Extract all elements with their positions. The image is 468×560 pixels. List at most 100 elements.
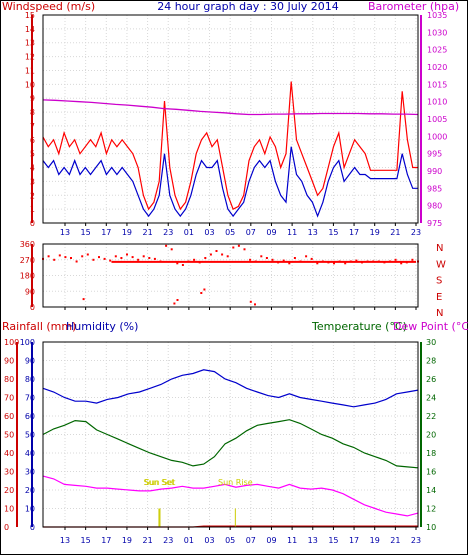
x-tick-label: 23 [163, 228, 173, 237]
direction-tick-label: 90 [25, 287, 35, 296]
direction-point [176, 262, 179, 265]
temperature-tick-label: 10 [426, 523, 436, 532]
direction-tick-label: 180 [20, 272, 35, 281]
wind-tick-label: 1 [30, 205, 35, 214]
direction-point [82, 298, 85, 301]
barometer-tick-label: 975 [427, 219, 442, 228]
x-tick-label: 19 [122, 228, 132, 237]
direction-point [170, 248, 173, 251]
direction-point [137, 258, 140, 261]
direction-point [53, 258, 56, 261]
x-tick-label: 21 [390, 228, 400, 237]
rainfall-tick-label: 20 [4, 486, 14, 495]
temperature-axis-label: Temperature (°C) [311, 320, 407, 333]
x-tick-label: 09 [266, 228, 276, 237]
direction-point [200, 292, 203, 294]
humidity-tick-label: 30 [25, 468, 35, 477]
series-line-average [42, 146, 418, 218]
direction-point [333, 262, 335, 265]
x-tick-label: 13 [60, 228, 70, 237]
direction-tick-label: 270 [20, 256, 35, 265]
series-line-temperature [42, 419, 419, 469]
humidity-tick-label: 70 [25, 394, 35, 403]
direction-point [243, 248, 246, 251]
direction-point [81, 255, 84, 258]
direction-point [176, 299, 179, 301]
sun-annotation-label: Sun Set [143, 478, 174, 487]
wind-tick-label: 0 [30, 219, 35, 228]
direction-point [400, 262, 403, 265]
x-tick-label: 09 [266, 536, 276, 545]
direction-point [237, 244, 240, 247]
direction-point [64, 256, 67, 259]
wind-tick-label: 15 [25, 11, 35, 20]
direction-point [47, 255, 50, 258]
humidity-tick-label: 100 [20, 338, 35, 347]
direction-point [58, 254, 61, 257]
wind-tick-label: 14 [25, 25, 35, 34]
barometer-tick-label: 1010 [427, 98, 447, 107]
x-tick-label: 19 [370, 536, 380, 545]
direction-point [260, 255, 263, 258]
temperature-tick-label: 26 [426, 375, 436, 384]
text-layer: 0123456789101112131415975980985990995100… [4, 11, 447, 545]
wind-tick-label: 5 [30, 150, 35, 159]
compass-label: N [436, 243, 443, 254]
x-tick-label: 13 [308, 536, 318, 545]
x-tick-label: 17 [349, 228, 359, 237]
direction-point [226, 255, 229, 258]
wind-tick-label: 13 [25, 39, 35, 48]
barometer-tick-label: 995 [427, 150, 442, 159]
series-line-dew-point [42, 475, 419, 517]
direction-point [75, 260, 78, 263]
wind-tick-label: 4 [30, 164, 35, 173]
x-tick-label: 11 [287, 536, 297, 545]
barometer-tick-label: 980 [427, 202, 442, 211]
direction-point [165, 244, 168, 247]
direction-point [98, 256, 100, 259]
x-tick-label: 23 [411, 536, 421, 545]
temperature-tick-label: 16 [426, 468, 436, 477]
direction-point [109, 259, 112, 262]
wind-tick-label: 2 [30, 191, 35, 200]
direction-point [344, 262, 347, 265]
direction-point [355, 259, 358, 262]
temperature-tick-label: 30 [426, 338, 436, 347]
direction-point [209, 253, 212, 256]
direction-point [305, 255, 308, 258]
x-tick-label: 17 [101, 228, 111, 237]
direction-point [249, 258, 252, 261]
direction-point [173, 302, 176, 305]
x-tick-label: 15 [81, 536, 91, 545]
temperature-tick-label: 24 [426, 394, 436, 403]
rainfall-tick-label: 80 [4, 375, 14, 384]
series-line-barometer [42, 99, 419, 116]
x-tick-label: 03 [204, 228, 214, 237]
x-tick-label: 19 [370, 228, 380, 237]
humidity-tick-label: 50 [25, 431, 35, 440]
compass-label: E [436, 292, 442, 303]
rainfall-tick-label: 100 [4, 338, 19, 347]
temperature-tick-label: 18 [426, 449, 436, 458]
direction-point [215, 250, 218, 252]
wind-tick-label: 7 [30, 122, 35, 131]
rainfall-tick-label: 50 [4, 431, 14, 440]
direction-tick-label: 0 [30, 303, 35, 312]
rainfall-tick-label: 0 [4, 523, 9, 532]
dewpoint-axis-label: Dew Point (°C) [393, 320, 468, 333]
temperature-tick-label: 22 [426, 412, 436, 421]
x-tick-label: 17 [101, 536, 111, 545]
direction-point [203, 288, 206, 291]
x-tick-label: 15 [328, 228, 338, 237]
rainfall-tick-label: 30 [4, 468, 14, 477]
direction-point [153, 257, 156, 260]
barometer-tick-label: 990 [427, 167, 442, 176]
wind-tick-label: 3 [30, 177, 35, 186]
compass-label: W [436, 259, 446, 270]
humidity-tick-label: 80 [25, 375, 35, 384]
temperature-tick-label: 14 [426, 486, 436, 495]
direction-tick-label: 360 [20, 240, 35, 249]
x-tick-label: 21 [142, 228, 152, 237]
barometer-tick-label: 1030 [427, 28, 447, 37]
compass-label: N [436, 308, 443, 319]
